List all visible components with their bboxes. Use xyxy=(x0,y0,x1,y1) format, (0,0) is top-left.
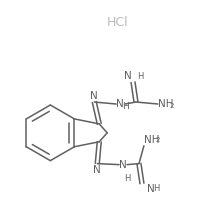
Text: 2: 2 xyxy=(156,137,160,143)
Text: N: N xyxy=(119,160,127,170)
Text: N: N xyxy=(124,71,132,81)
Text: 2: 2 xyxy=(170,103,174,109)
Text: N: N xyxy=(147,184,155,194)
Text: NH: NH xyxy=(158,99,173,109)
Text: H: H xyxy=(153,184,159,193)
Text: N: N xyxy=(90,91,98,101)
Text: N: N xyxy=(93,165,101,175)
Text: HCl: HCl xyxy=(107,16,129,29)
Text: N: N xyxy=(116,99,124,109)
Text: H: H xyxy=(137,72,143,81)
Text: NH: NH xyxy=(144,135,159,145)
Text: H: H xyxy=(124,174,130,183)
Text: H: H xyxy=(122,102,129,111)
